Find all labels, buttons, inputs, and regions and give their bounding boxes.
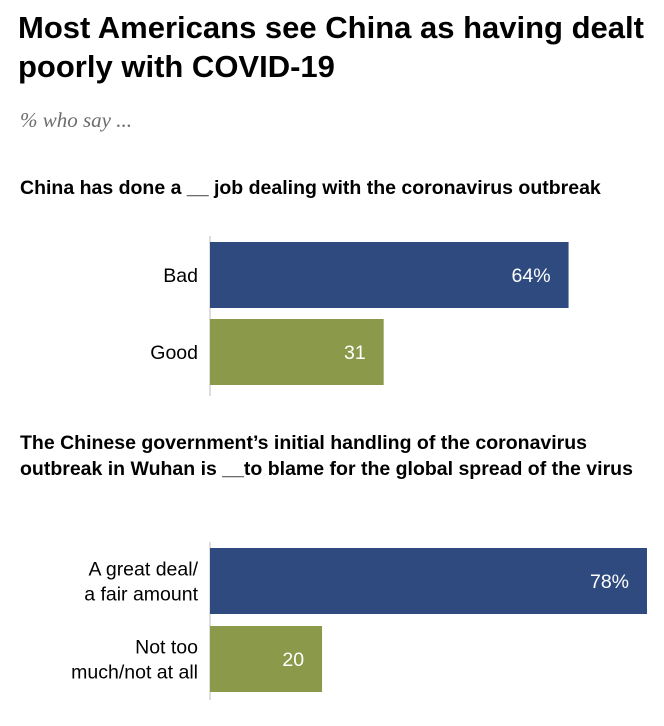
- chart-2-category-label-1-line-2: a fair amount: [84, 584, 198, 606]
- chart-2-category-label-2-line-1: Not too: [135, 637, 198, 659]
- chart-1-category-label-2: Good: [150, 342, 198, 364]
- question-2-heading: The Chinese government’s initial handlin…: [20, 432, 633, 480]
- question-1-heading: China has done a __ job dealing with the…: [20, 177, 601, 199]
- chart-2-category-label-1-line-1: A great deal/: [89, 559, 199, 581]
- chart-title: Most Americans see China as having dealt…: [18, 10, 644, 84]
- chart-2-value-label-1: 78%: [590, 571, 629, 593]
- chart-subtitle: % who say ...: [20, 108, 132, 132]
- chart-1-value-label-1: 64%: [512, 265, 551, 287]
- chart-1-bar-1: [210, 242, 569, 308]
- chart-2-category-label-2-line-2: much/not at all: [71, 662, 198, 684]
- chart-2-bar-1: [210, 548, 647, 614]
- chart-1-value-label-2: 31: [344, 342, 366, 364]
- chart-2-value-label-2: 20: [282, 649, 304, 671]
- chart-1-category-label-1: Bad: [163, 265, 198, 287]
- chart-2-bar-2: [210, 626, 323, 692]
- chart-1-bar-2: [210, 319, 384, 385]
